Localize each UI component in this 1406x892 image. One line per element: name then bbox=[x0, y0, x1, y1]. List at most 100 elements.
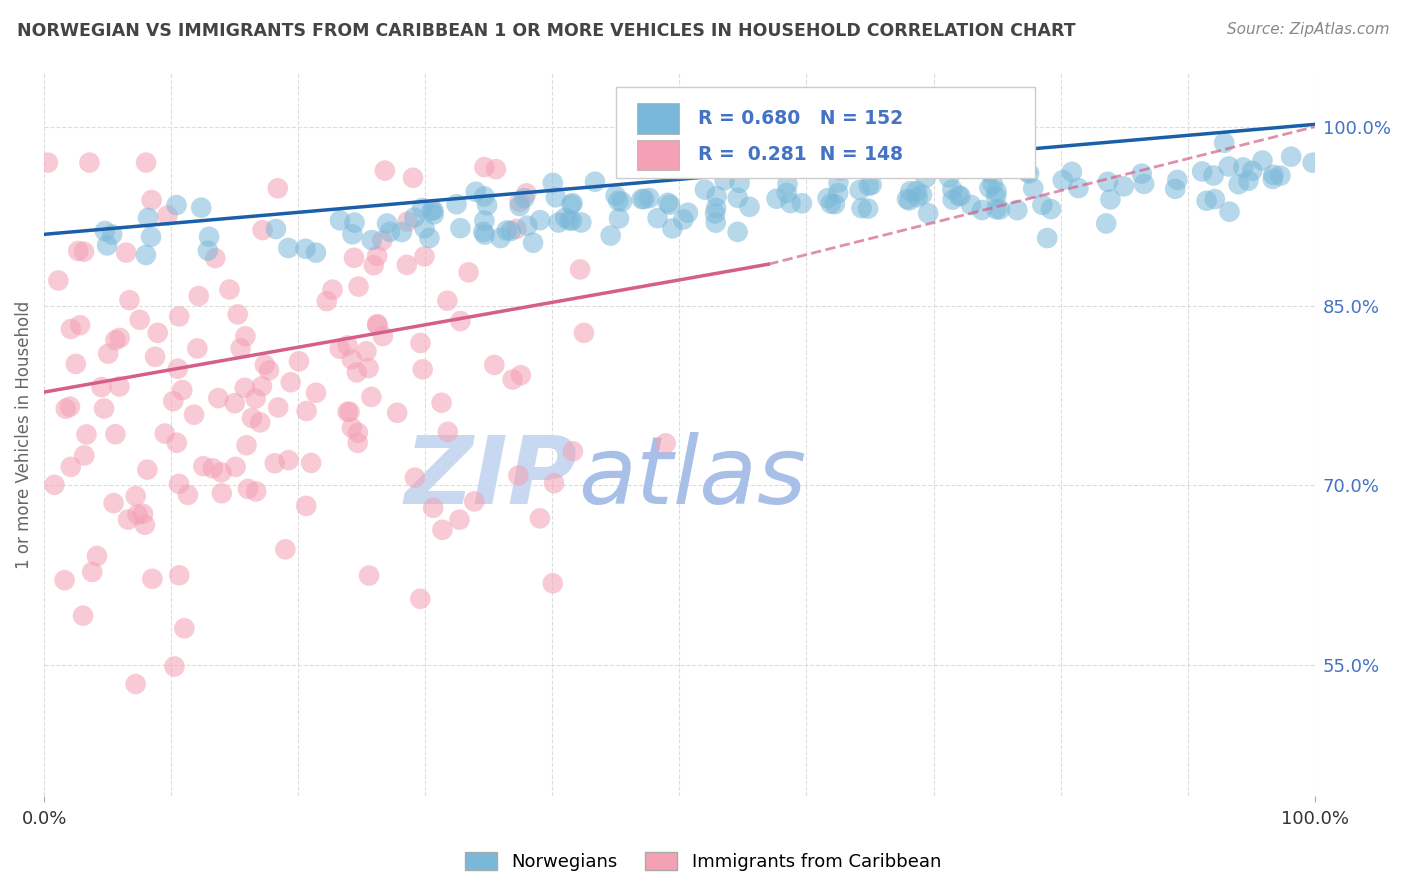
Point bbox=[404, 211, 426, 225]
Point bbox=[136, 211, 159, 225]
Point bbox=[167, 310, 190, 324]
Point bbox=[896, 192, 918, 206]
Point bbox=[830, 163, 852, 178]
Point bbox=[561, 196, 583, 211]
Point bbox=[472, 225, 495, 239]
Point bbox=[356, 344, 378, 359]
Point bbox=[457, 265, 479, 279]
Point bbox=[449, 513, 471, 527]
Point bbox=[396, 214, 419, 228]
Point bbox=[183, 408, 205, 422]
Point bbox=[474, 227, 496, 242]
Point bbox=[267, 401, 290, 415]
Point bbox=[385, 406, 408, 420]
Point bbox=[1007, 203, 1029, 218]
Point bbox=[252, 223, 274, 237]
Point bbox=[658, 198, 681, 212]
Point bbox=[128, 312, 150, 326]
Point bbox=[827, 176, 849, 190]
Point bbox=[1112, 179, 1135, 194]
Point bbox=[299, 456, 322, 470]
Point bbox=[728, 176, 751, 190]
Point bbox=[103, 496, 125, 510]
Point bbox=[37, 155, 59, 169]
Point bbox=[329, 213, 352, 227]
Point bbox=[1237, 174, 1260, 188]
Point bbox=[706, 189, 728, 203]
Point bbox=[905, 184, 928, 198]
Point bbox=[960, 161, 983, 176]
Point bbox=[1067, 181, 1090, 195]
Point bbox=[162, 394, 184, 409]
Point bbox=[738, 200, 761, 214]
Point bbox=[197, 244, 219, 258]
Point bbox=[1099, 193, 1122, 207]
Point bbox=[235, 438, 257, 452]
Point bbox=[236, 482, 259, 496]
Point bbox=[118, 293, 141, 307]
Point bbox=[132, 507, 155, 521]
Point bbox=[463, 494, 485, 508]
Point bbox=[848, 183, 870, 197]
Point bbox=[360, 390, 382, 404]
Point bbox=[988, 202, 1011, 217]
Point bbox=[250, 379, 273, 393]
Point bbox=[225, 459, 247, 474]
Point bbox=[430, 396, 453, 410]
Point bbox=[474, 213, 496, 227]
Point bbox=[979, 166, 1001, 180]
Point bbox=[605, 188, 627, 202]
Point bbox=[315, 294, 337, 309]
Point bbox=[820, 196, 842, 211]
Point bbox=[187, 289, 209, 303]
Point bbox=[1036, 231, 1059, 245]
Point bbox=[1263, 168, 1285, 182]
Point bbox=[513, 191, 536, 205]
Point bbox=[233, 381, 256, 395]
Point bbox=[346, 365, 368, 379]
Point bbox=[173, 621, 195, 635]
Point bbox=[485, 162, 508, 177]
Point bbox=[79, 155, 101, 169]
Point bbox=[177, 488, 200, 502]
Point bbox=[329, 342, 352, 356]
Text: ZIP: ZIP bbox=[405, 432, 578, 524]
Point bbox=[108, 379, 131, 393]
Point bbox=[288, 354, 311, 368]
Point bbox=[422, 203, 444, 218]
Point bbox=[449, 221, 471, 235]
Point bbox=[67, 244, 90, 258]
Point bbox=[569, 215, 592, 229]
Point bbox=[1241, 163, 1264, 178]
Point bbox=[727, 191, 749, 205]
Point bbox=[156, 209, 179, 223]
Point bbox=[1270, 169, 1292, 183]
Point bbox=[224, 396, 246, 410]
Point bbox=[547, 215, 569, 229]
Point bbox=[395, 258, 418, 272]
Point bbox=[294, 242, 316, 256]
Point bbox=[1195, 194, 1218, 208]
Point bbox=[322, 283, 344, 297]
Point bbox=[827, 186, 849, 200]
Point bbox=[65, 357, 87, 371]
Point bbox=[436, 293, 458, 308]
Point bbox=[53, 573, 76, 587]
Point bbox=[1018, 167, 1040, 181]
Point bbox=[305, 245, 328, 260]
Point bbox=[96, 238, 118, 252]
Point bbox=[125, 489, 148, 503]
Point bbox=[499, 224, 522, 238]
Point bbox=[1031, 198, 1053, 212]
Point bbox=[515, 186, 537, 201]
Point bbox=[509, 199, 531, 213]
Y-axis label: 1 or more Vehicles in Household: 1 or more Vehicles in Household bbox=[15, 301, 32, 568]
Point bbox=[583, 175, 606, 189]
Point bbox=[207, 391, 229, 405]
Point bbox=[141, 193, 163, 207]
Point bbox=[704, 216, 727, 230]
Point bbox=[163, 659, 186, 673]
Point bbox=[1095, 217, 1118, 231]
Point bbox=[404, 470, 426, 484]
Point bbox=[1164, 182, 1187, 196]
